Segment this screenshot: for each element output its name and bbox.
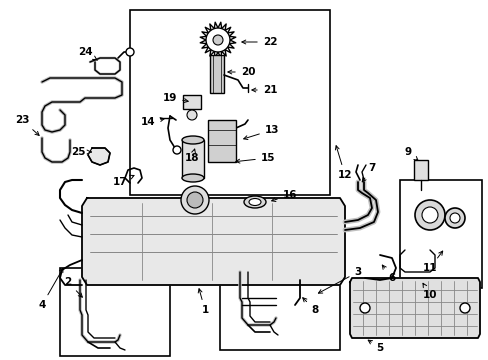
Ellipse shape — [182, 174, 203, 182]
Text: 10: 10 — [422, 283, 436, 300]
Text: 4: 4 — [38, 268, 63, 310]
Bar — [130, 10, 329, 195]
Circle shape — [181, 186, 208, 214]
Bar — [209, 55, 224, 93]
Text: 13: 13 — [243, 125, 279, 140]
Text: 11: 11 — [422, 251, 442, 273]
Text: 8: 8 — [302, 298, 318, 315]
Ellipse shape — [248, 198, 261, 206]
Circle shape — [414, 200, 444, 230]
Text: 7: 7 — [362, 163, 375, 182]
Bar — [182, 140, 203, 178]
Ellipse shape — [182, 136, 203, 144]
Text: 15: 15 — [235, 153, 275, 163]
Bar — [207, 120, 236, 162]
Text: 1: 1 — [198, 289, 208, 315]
Text: 3: 3 — [318, 267, 361, 293]
Text: 20: 20 — [227, 67, 255, 77]
Text: 18: 18 — [184, 149, 199, 163]
Circle shape — [421, 207, 437, 223]
Text: 14: 14 — [141, 117, 164, 127]
Bar — [60, 268, 170, 356]
Text: 16: 16 — [271, 190, 297, 202]
Polygon shape — [88, 148, 110, 165]
Text: 19: 19 — [163, 93, 188, 103]
Text: 9: 9 — [404, 147, 417, 161]
Ellipse shape — [244, 196, 265, 208]
Circle shape — [449, 213, 459, 223]
Text: 24: 24 — [78, 47, 97, 60]
Bar — [183, 95, 201, 109]
Bar — [220, 262, 339, 350]
Circle shape — [444, 208, 464, 228]
Circle shape — [205, 28, 229, 52]
Circle shape — [186, 192, 203, 208]
Circle shape — [359, 303, 369, 313]
Text: 25: 25 — [71, 147, 91, 157]
Text: 2: 2 — [64, 277, 82, 297]
Circle shape — [173, 146, 181, 154]
Circle shape — [126, 48, 134, 56]
Bar — [413, 160, 427, 180]
Text: 23: 23 — [15, 115, 39, 135]
Bar — [399, 180, 481, 288]
Text: 6: 6 — [382, 265, 395, 283]
Polygon shape — [82, 198, 345, 285]
Circle shape — [459, 303, 469, 313]
Text: 17: 17 — [112, 175, 134, 187]
Text: 5: 5 — [367, 340, 383, 353]
Text: 21: 21 — [251, 85, 277, 95]
Circle shape — [213, 35, 223, 45]
Polygon shape — [349, 278, 479, 338]
Text: 22: 22 — [242, 37, 277, 47]
Circle shape — [186, 110, 197, 120]
Text: 12: 12 — [335, 146, 351, 180]
